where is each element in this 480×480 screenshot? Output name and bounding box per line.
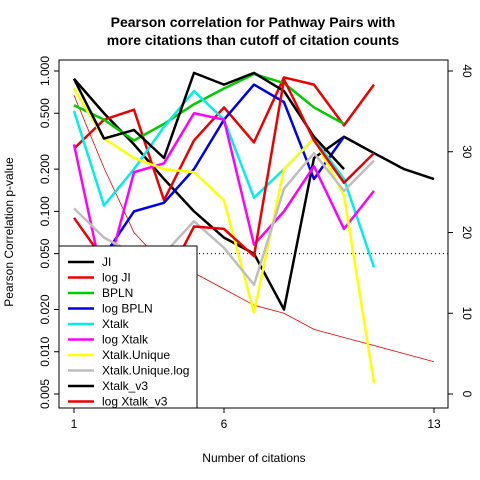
y-right-tick-label: 30 [460, 145, 474, 159]
y-left-tick-label: 0.100 [38, 196, 52, 226]
legend-label-log-xtalk-v3: log Xtalk_v3 [102, 395, 168, 409]
y-left-tick-label: 0.005 [38, 379, 52, 409]
y-right-tick-label: 10 [460, 307, 474, 321]
chart-title-line-2: more citations than cutoff of citation c… [107, 32, 400, 48]
plot-frame [58, 59, 449, 409]
y-left-tick-label: 0.500 [38, 98, 52, 128]
citation-count-series [73, 95, 435, 363]
x-axis-label: Number of citations [202, 451, 305, 465]
series-line-log-bpln [73, 83, 346, 269]
x-axis: 1 6 13 [71, 408, 441, 431]
legend-label-xtalk-v3: Xtalk_v3 [102, 379, 148, 393]
series-line-xtalk-v3 [72, 71, 345, 170]
y-left-tick-label: 0.010 [38, 336, 52, 366]
y-left-tick-label: 0.200 [38, 154, 52, 184]
x-tick-label: 13 [427, 417, 441, 431]
y-right-tick-label: 20 [460, 226, 474, 240]
y-right-tick-label: 40 [460, 64, 474, 78]
legend-label-xtalk-unique-log: Xtalk.Unique.log [102, 364, 189, 378]
x-tick-label: 6 [221, 417, 228, 431]
legend-label-log-bpln: log BPLN [102, 302, 153, 316]
legend-label-ji: JI [102, 255, 111, 269]
chart-title-line-1: Pearson correlation for Pathway Pairs wi… [111, 14, 396, 30]
y-left-tick-label: 0.020 [38, 294, 52, 324]
series-line-xtalk-unique [72, 87, 376, 384]
legend-box [58, 245, 198, 409]
series-line-bpln [73, 72, 345, 142]
y-left-tick-label: 0.050 [38, 238, 52, 268]
series-line-log-ji [73, 76, 376, 202]
series-line-xtalk [72, 89, 376, 268]
y-axis-label: Pearson Correlation p-value [2, 157, 16, 307]
x-tick-label: 1 [71, 417, 78, 431]
y-right-tick-label: 0 [460, 391, 474, 398]
legend-label-log-ji: log JI [102, 271, 131, 285]
y-right-axis: 0 10 20 30 40 [448, 64, 474, 398]
legend-label-xtalk-unique: Xtalk.Unique [102, 348, 170, 362]
y-left-axis: 0.005 0.010 0.020 0.050 0.100 0.200 0.500 1.000 [38, 56, 59, 409]
legend-label-bpln: BPLN [102, 286, 133, 300]
series-line-log-xtalk [72, 112, 375, 287]
legend-label-log-xtalk: log Xtalk [102, 333, 149, 347]
y-left-tick-label: 1.000 [38, 56, 52, 86]
legend-label-xtalk: Xtalk [102, 317, 130, 331]
citation-count-line [73, 95, 435, 363]
